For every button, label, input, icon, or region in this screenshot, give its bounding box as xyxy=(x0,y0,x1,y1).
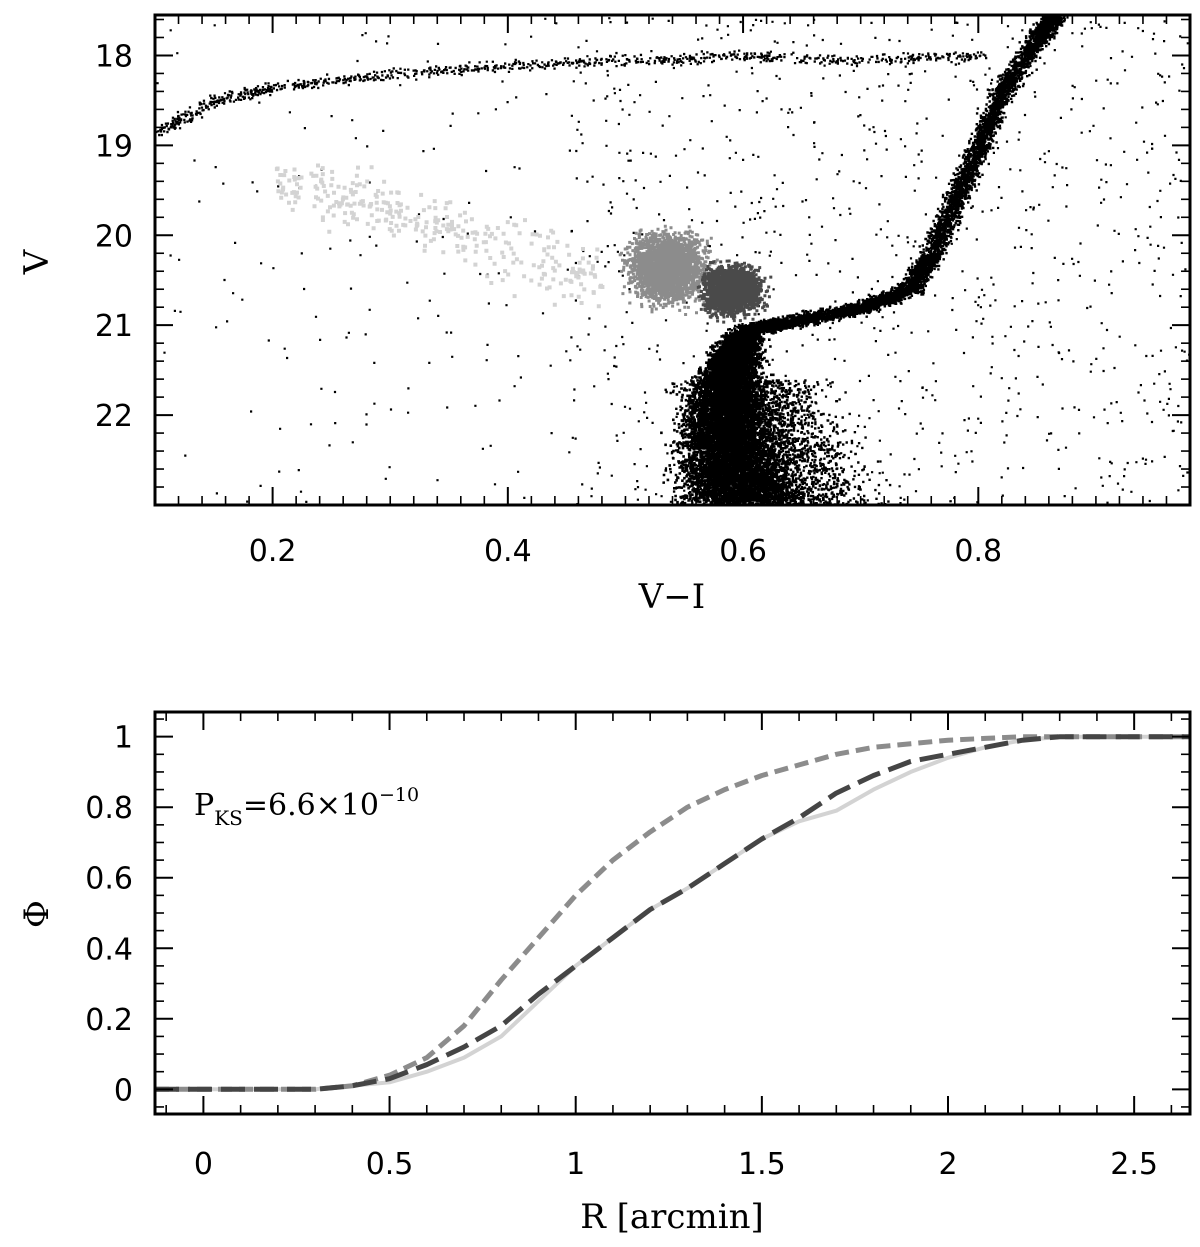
cumulative-x-axis-label: R [arcmin] xyxy=(580,1197,764,1237)
cmd-y-tick-label: 20 xyxy=(95,219,133,254)
cmd-points-light-grey xyxy=(274,163,605,309)
cumulative-y-tick-label: 0.4 xyxy=(85,932,133,967)
ks-p-value: =6.6×10 xyxy=(243,788,379,823)
cumulative-y-tick-label: 0 xyxy=(114,1073,133,1108)
cmd-y-tick-label: 21 xyxy=(95,309,133,344)
cmd-ticks: 0.2 0.4 0.6 0.8 18 19 20 21 22 xyxy=(95,15,1190,569)
cmd-x-tick-label: 0.4 xyxy=(484,534,532,569)
cmd-panel: 0.2 0.4 0.6 0.8 18 19 20 21 22 V−I V xyxy=(17,13,1192,617)
cumulative-x-tick-label: 1 xyxy=(566,1147,585,1182)
cmd-x-tick-label: 0.6 xyxy=(719,534,767,569)
cumulative-line-long-dash xyxy=(155,734,1190,1092)
cmd-y-tick-label: 19 xyxy=(95,129,133,164)
cmd-x-axis-label: V−I xyxy=(638,577,705,617)
cmd-y-tick-label: 18 xyxy=(95,39,133,74)
cmd-points-mid-grey xyxy=(618,224,719,316)
cumulative-y-tick-label: 0.6 xyxy=(85,862,133,897)
cumulative-x-tick-label: 2.5 xyxy=(1110,1147,1158,1182)
cmd-points-layer xyxy=(155,15,1190,505)
cumulative-line-short-dash xyxy=(155,734,1190,1092)
ks-p-base: P xyxy=(194,788,214,823)
ks-probability-annotation: PKS=6.6×10−10 xyxy=(194,784,419,830)
cumulative-panel: 0 0.5 1 1.5 2 2.500.20.40.60.81 R [arcmin] Φ … xyxy=(17,710,1192,1237)
cumulative-y-axis-label: Φ xyxy=(17,900,57,928)
cmd-points-dark-grey xyxy=(696,259,773,324)
cumulative-y-tick-label: 1 xyxy=(114,721,133,756)
cmd-x-tick-label: 0.8 xyxy=(954,534,1002,569)
cumulative-y-tick-label: 0.2 xyxy=(85,1003,133,1038)
cumulative-x-tick-label: 1.5 xyxy=(738,1147,786,1182)
cumulative-y-tick-label: 0.8 xyxy=(85,791,133,826)
cmd-y-axis-label: V xyxy=(17,248,57,275)
cumulative-x-tick-label: 2 xyxy=(938,1147,957,1182)
ks-p-subscript: KS xyxy=(214,806,243,830)
cumulative-plot-frame xyxy=(153,710,1192,1116)
cmd-y-tick-label: 22 xyxy=(95,399,133,434)
cumulative-lines-layer xyxy=(155,734,1190,1092)
cmd-x-tick-label: 0.2 xyxy=(249,534,297,569)
cumulative-x-tick-label: 0.5 xyxy=(366,1147,414,1182)
cumulative-ticks: 0 0.5 1 1.5 2 2.5 0 0.2 0.4 0.6 0.8 1 xyxy=(85,712,1190,1182)
ks-p-exponent: −10 xyxy=(379,784,419,806)
cumulative-x-tick-label: 0 xyxy=(194,1147,213,1182)
